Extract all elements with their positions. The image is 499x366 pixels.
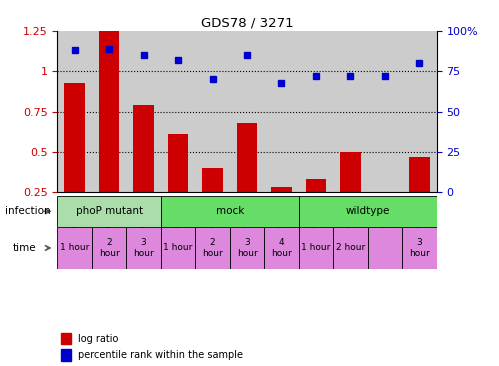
Bar	[230, 227, 264, 269]
Bar	[126, 227, 161, 269]
Text: percentile rank within the sample: percentile rank within the sample	[78, 350, 243, 360]
Bar	[368, 31, 402, 192]
Text: phoP mutant: phoP mutant	[75, 206, 143, 216]
Bar	[161, 196, 299, 227]
Text: infection: infection	[5, 206, 50, 216]
Bar	[61, 349, 71, 361]
Text: mock: mock	[216, 206, 244, 216]
Bar	[264, 227, 299, 269]
Bar	[92, 227, 126, 269]
Text: 2
hour: 2 hour	[202, 238, 223, 258]
Text: time: time	[12, 243, 36, 253]
Text: 4
hour: 4 hour	[271, 238, 292, 258]
Bar	[57, 196, 161, 227]
Bar	[368, 227, 402, 269]
Bar	[402, 227, 437, 269]
Text: 1 hour: 1 hour	[163, 243, 193, 253]
Bar	[195, 31, 230, 192]
Bar	[161, 31, 195, 192]
Bar	[237, 123, 257, 192]
Bar	[99, 28, 119, 192]
Bar	[61, 333, 71, 344]
Text: 3
hour: 3 hour	[237, 238, 257, 258]
Bar	[202, 168, 223, 192]
Bar	[299, 31, 333, 192]
Bar	[305, 179, 326, 192]
Bar	[168, 134, 189, 192]
Bar	[264, 31, 299, 192]
Text: 2
hour: 2 hour	[99, 238, 119, 258]
Bar	[230, 31, 264, 192]
Bar	[195, 227, 230, 269]
Bar	[57, 227, 92, 269]
Bar	[57, 31, 92, 192]
Bar	[92, 31, 126, 192]
Text: 1 hour: 1 hour	[301, 243, 331, 253]
Bar	[402, 31, 437, 192]
Text: 1 hour: 1 hour	[60, 243, 89, 253]
Text: 3
hour: 3 hour	[409, 238, 430, 258]
Bar	[333, 227, 368, 269]
Bar	[133, 105, 154, 192]
Bar	[299, 227, 333, 269]
Bar	[409, 157, 430, 192]
Bar	[126, 31, 161, 192]
Text: 2 hour: 2 hour	[336, 243, 365, 253]
Bar	[299, 196, 437, 227]
Title: GDS78 / 3271: GDS78 / 3271	[201, 17, 293, 30]
Text: wildtype: wildtype	[345, 206, 390, 216]
Bar	[333, 31, 368, 192]
Text: 3
hour: 3 hour	[133, 238, 154, 258]
Bar	[64, 83, 85, 192]
Bar	[161, 227, 195, 269]
Bar	[271, 187, 292, 192]
Bar	[340, 152, 361, 192]
Text: log ratio: log ratio	[78, 334, 119, 344]
